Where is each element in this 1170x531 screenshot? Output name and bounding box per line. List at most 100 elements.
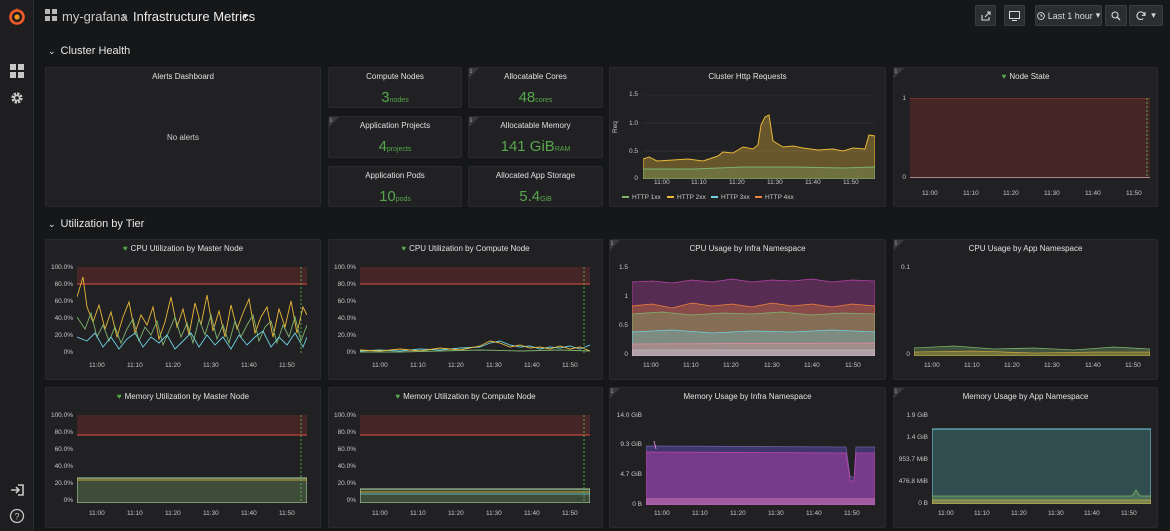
breadcrumb-folder[interactable]: my-grafana (62, 9, 128, 24)
row-collapse-chevron-icon: ⌄ (48, 219, 56, 229)
info-icon[interactable]: i (469, 68, 479, 78)
view-mode-button[interactable] (1004, 5, 1025, 26)
panel-title[interactable]: ♥ Memory Utilization by Master Node (116, 392, 250, 401)
memory-app-graph[interactable] (932, 416, 1151, 504)
panel-title[interactable]: Alerts Dashboard (152, 72, 214, 81)
share-button[interactable] (975, 5, 996, 26)
y-tick: 20.0% (337, 332, 356, 339)
time-picker-button[interactable]: Last 1 hour ▾ (1035, 5, 1102, 26)
stat-panel-allocated-app-storage[interactable]: Allocated App Storage 5.4GiB (468, 166, 603, 207)
stat-panel-application-projects[interactable]: i Application Projects 4projects (328, 116, 462, 158)
memory-utilization-compute-panel[interactable]: ♥ Memory Utilization by Compute Node 100.… (328, 387, 603, 528)
info-icon[interactable]: i (469, 117, 479, 127)
info-icon[interactable]: i (894, 240, 904, 250)
stat-panel-allocatable-cores[interactable]: i Allocatable Cores 48cores (468, 67, 603, 108)
stat-value: 141 GiBRAM (469, 138, 602, 156)
panel-title[interactable]: ♥ CPU Utilization by Master Node (122, 244, 244, 253)
grafana-logo-icon[interactable] (7, 6, 27, 26)
cpu-utilization-master-panel[interactable]: ♥ CPU Utilization by Master Node 100.0% 8… (45, 239, 321, 380)
x-tick: 11:40 (524, 362, 540, 369)
zoom-out-button[interactable] (1105, 5, 1127, 26)
gear-icon[interactable] (9, 90, 25, 106)
stat-panel-compute-nodes[interactable]: Compute Nodes 3nodes (328, 67, 462, 108)
y-tick: 0 (902, 174, 906, 181)
x-tick: 11:50 (1125, 362, 1141, 369)
cpu-app-graph[interactable] (914, 268, 1150, 356)
panel-title[interactable]: Application Pods (365, 171, 425, 180)
y-tick: 100.0% (333, 412, 356, 419)
cpu-master-graph[interactable] (77, 267, 307, 355)
y-tick: 0% (63, 349, 73, 356)
panel-title[interactable]: Application Projects (359, 121, 431, 130)
legend-item-http-4xx[interactable]: HTTP 4xx (755, 194, 794, 201)
panel-title[interactable]: Allocatable Cores (504, 72, 567, 81)
dashboard-picker-caret[interactable]: ▾ (243, 11, 248, 21)
x-tick: 11:30 (203, 510, 219, 517)
series-cpu-app-1 (914, 345, 1150, 356)
legend-item-http-1xx[interactable]: HTTP 1xx (622, 194, 661, 201)
panel-title[interactable]: Memory Usage by Infra Namespace (683, 392, 812, 401)
panel-title[interactable]: Memory Usage by App Namespace (962, 392, 1089, 401)
series-cpu-master-2 (77, 311, 307, 347)
dashboards-grid-icon[interactable] (9, 63, 25, 79)
help-icon[interactable]: ? (9, 508, 25, 524)
y-tick: 20.0% (54, 480, 73, 487)
y-tick: 0% (346, 497, 356, 504)
info-mark: i (895, 68, 897, 75)
panel-title[interactable]: Allocatable Memory (500, 121, 571, 130)
cpu-infra-graph[interactable] (632, 268, 875, 356)
cpu-usage-app-namespace-panel[interactable]: i CPU Usage by App Namespace 0.1 0 11:00… (893, 239, 1158, 380)
row-utilization-by-tier[interactable]: ⌄ Utilization by Tier (48, 218, 144, 230)
series-cpu-infra-5 (632, 342, 875, 356)
panel-title[interactable]: Compute Nodes (366, 72, 424, 81)
info-icon[interactable]: i (610, 388, 620, 398)
legend-item-http-2xx[interactable]: HTTP 2xx (667, 194, 706, 201)
x-tick: 11:20 (1011, 510, 1027, 517)
info-mark: i (470, 68, 472, 75)
stat-unit: nodes (389, 97, 409, 104)
x-tick: 11:40 (241, 362, 257, 369)
cpu-usage-infra-namespace-panel[interactable]: i CPU Usage by Infra Namespace 1.5 1 0.5… (609, 239, 886, 380)
alerts-dashboard-panel[interactable]: Alerts Dashboard No alerts (45, 67, 321, 207)
stat-panel-allocatable-memory[interactable]: i Allocatable Memory 141 GiBRAM (468, 116, 603, 158)
panel-title[interactable]: CPU Usage by App Namespace (968, 244, 1083, 253)
panel-title[interactable]: ♥ Node State (1001, 72, 1050, 81)
info-icon[interactable]: i (894, 388, 904, 398)
stat-number: 3 (381, 89, 390, 106)
panel-title[interactable]: Allocated App Storage (495, 171, 576, 180)
info-icon[interactable]: i (610, 240, 620, 250)
dashboard-title[interactable]: Infrastructure Metrics (133, 9, 256, 24)
info-icon[interactable]: i (329, 117, 339, 127)
panel-title[interactable]: CPU Usage by Infra Namespace (689, 244, 806, 253)
no-alerts-message: No alerts (166, 133, 199, 142)
panel-title[interactable]: Cluster Http Requests (708, 72, 787, 81)
x-tick: 11:10 (683, 362, 699, 369)
node-state-graph[interactable] (910, 98, 1150, 178)
dashboard-apps-icon[interactable] (45, 9, 57, 21)
node-state-panel[interactable]: i ♥ Node State 1 0 11:00 11:10 11:20 11:3… (893, 67, 1158, 207)
row-cluster-health[interactable]: ⌄ Cluster Health (48, 45, 130, 57)
x-tick: 11:00 (924, 362, 940, 369)
cpu-utilization-compute-panel[interactable]: ♥ CPU Utilization by Compute Node 100.0% … (328, 239, 603, 380)
heart-icon: ♥ (122, 244, 128, 253)
y-tick: 1 (624, 293, 628, 300)
legend-item-http-3xx[interactable]: HTTP 3xx (711, 194, 750, 201)
memory-master-graph[interactable] (77, 415, 307, 503)
memory-compute-graph[interactable] (360, 415, 590, 503)
stat-panel-application-pods[interactable]: Application Pods 10pods (328, 166, 462, 207)
cpu-compute-graph[interactable] (360, 267, 590, 355)
panel-title[interactable]: ♥ Memory Utilization by Compute Node (395, 392, 536, 401)
memory-infra-graph[interactable] (646, 416, 875, 505)
refresh-button[interactable]: ▾ (1129, 5, 1163, 26)
sign-in-icon[interactable] (9, 482, 25, 498)
memory-usage-infra-namespace-panel[interactable]: i Memory Usage by Infra Namespace 14.0 G… (609, 387, 886, 528)
memory-utilization-master-panel[interactable]: ♥ Memory Utilization by Master Node 100.0… (45, 387, 321, 528)
panel-title[interactable]: ♥ CPU Utilization by Compute Node (401, 244, 530, 253)
http-requests-graph[interactable] (643, 95, 875, 179)
series-memory-master-1 (77, 477, 307, 503)
series-cpu-infra-2 (632, 302, 875, 356)
x-tick: 11:20 (723, 362, 739, 369)
cluster-http-requests-panel[interactable]: Cluster Http Requests Req 1.5 1.0 0.5 0 … (609, 67, 886, 207)
info-icon[interactable]: i (894, 68, 904, 78)
memory-usage-app-namespace-panel[interactable]: i Memory Usage by App Namespace 1.9 GiB … (893, 387, 1158, 528)
